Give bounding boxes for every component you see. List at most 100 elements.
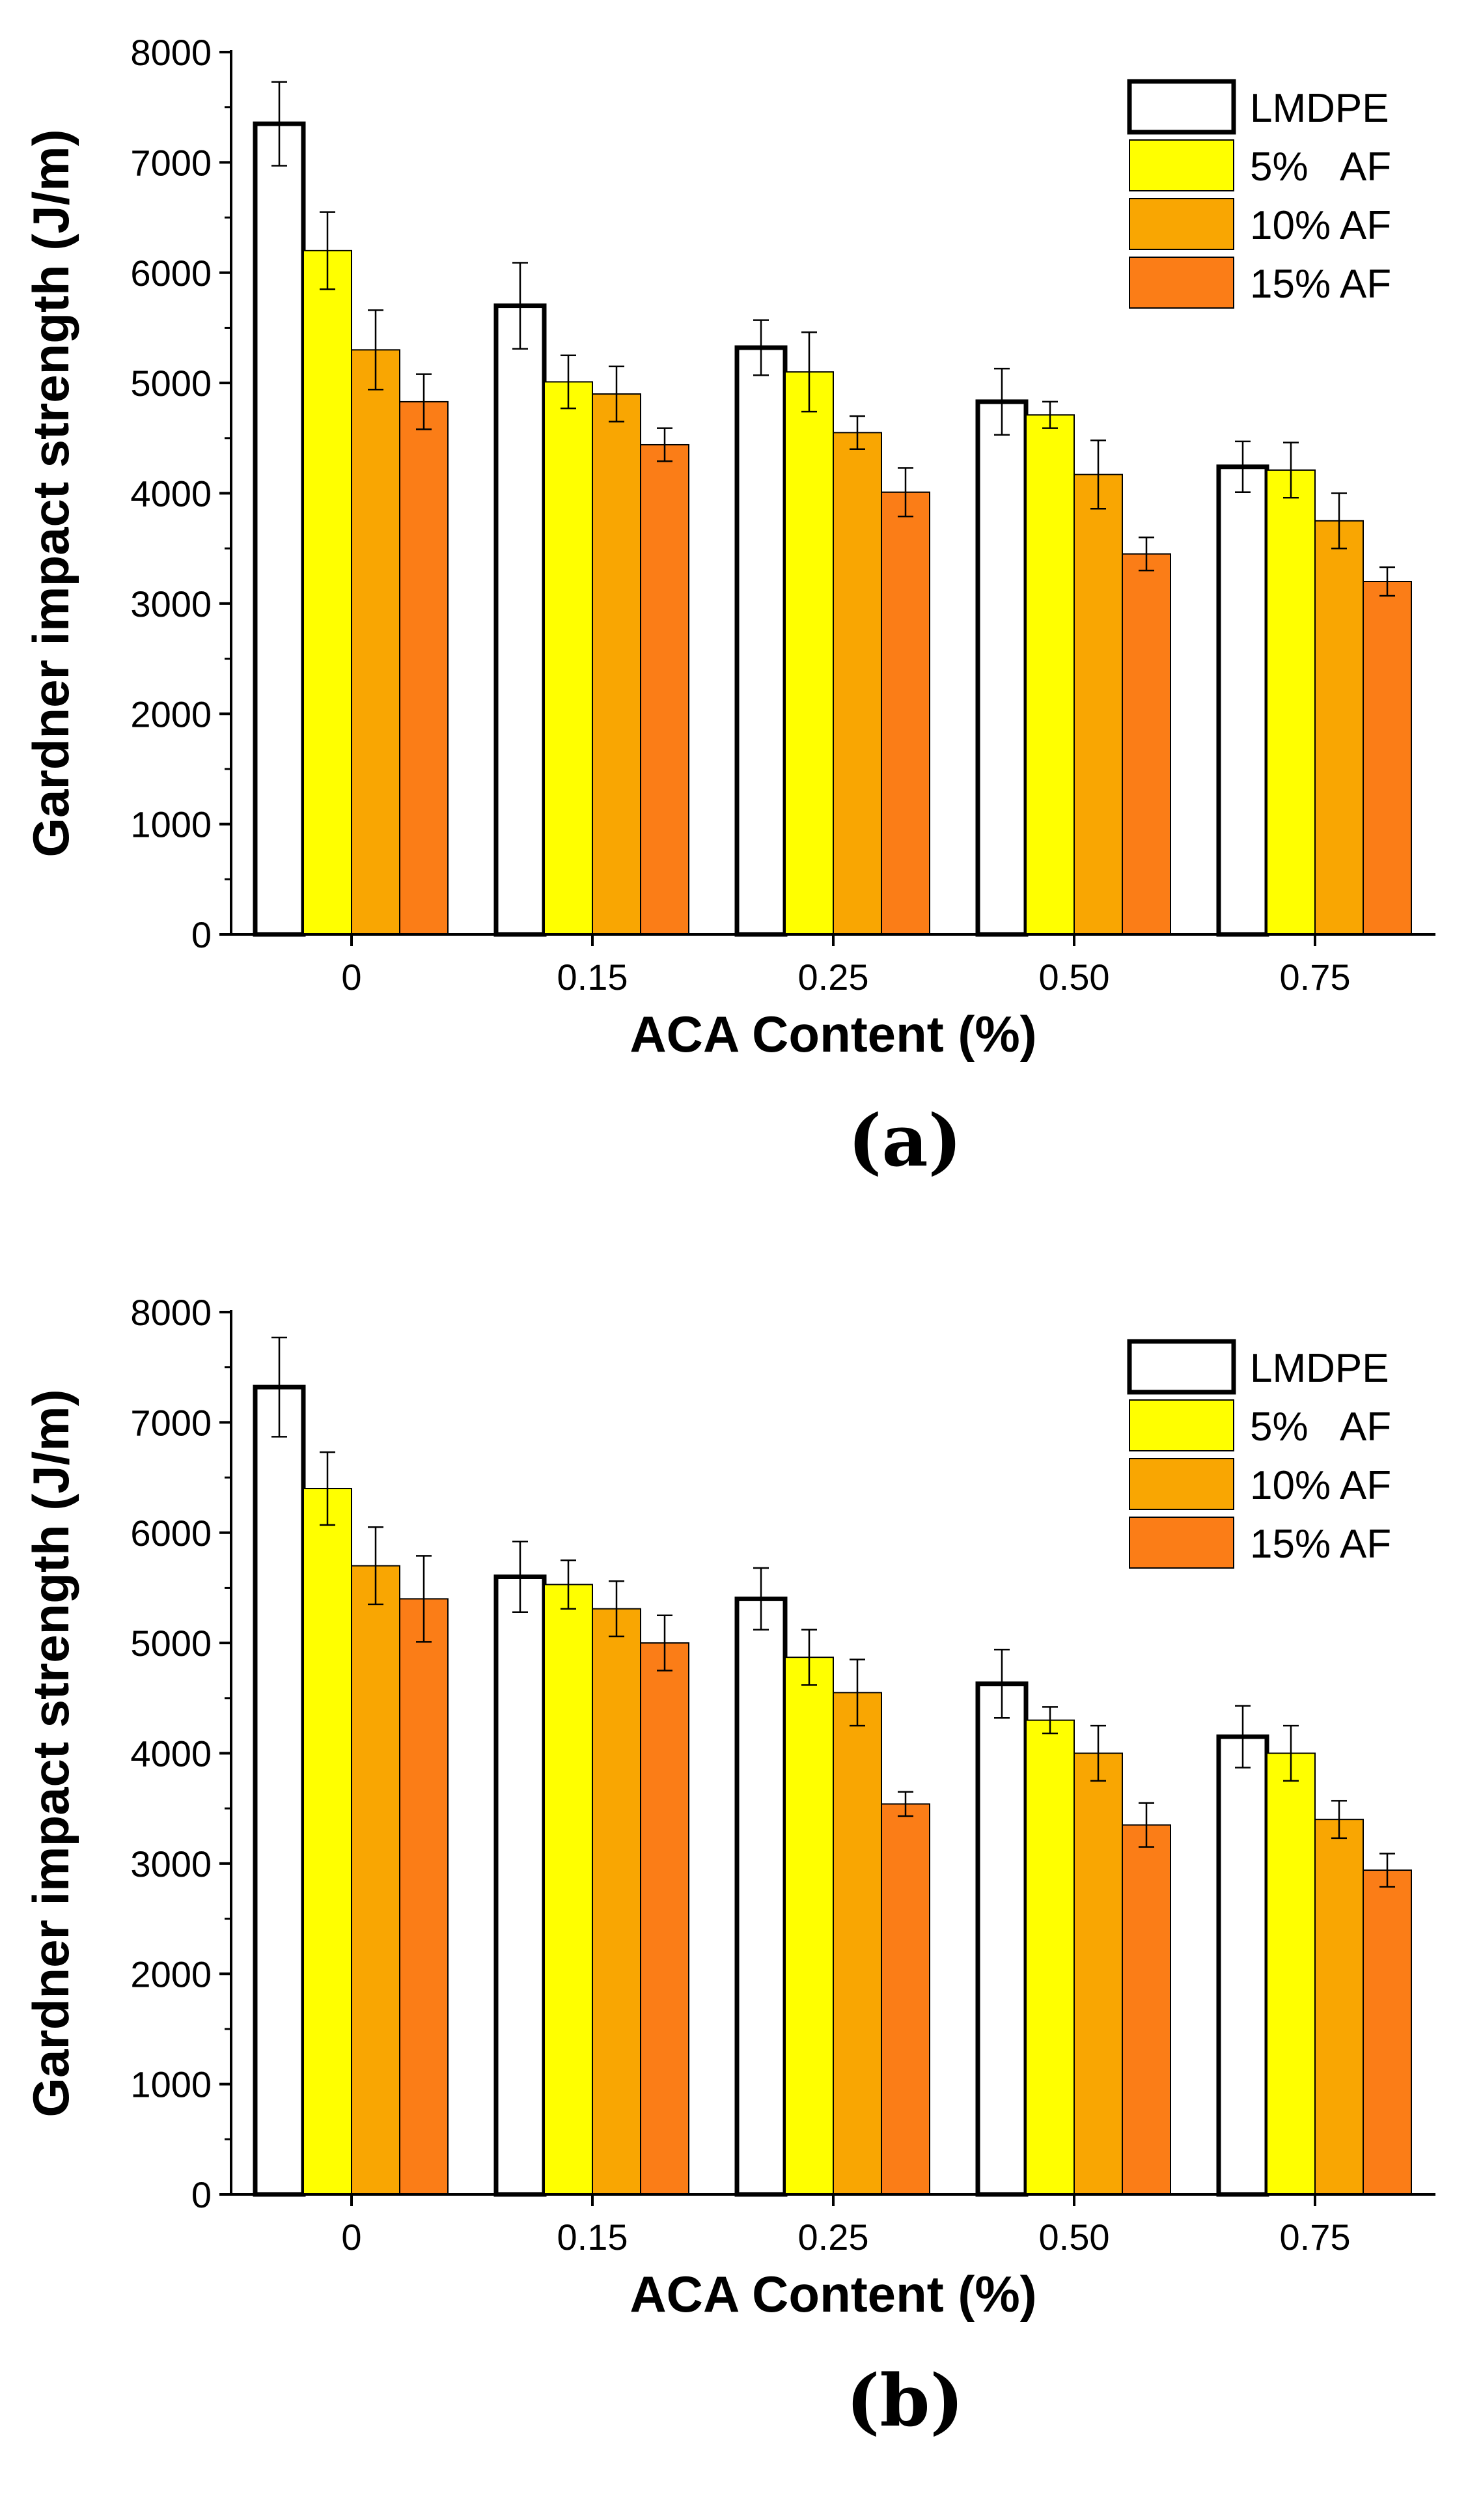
chart-b-error-bar-15-af-0-75 bbox=[1379, 1853, 1395, 1888]
chart-a-bar-10-af-0-15 bbox=[592, 393, 641, 935]
chart-b-error-bar-lmdpe-0-15 bbox=[512, 1541, 528, 1613]
chart-a-error-bar-5-af-0-25 bbox=[801, 331, 817, 413]
chart-panel-b: 0 1000 2000 3000 4000 5000 6000 7000 8000 0 0.15 0.… bbox=[0, 1260, 1468, 2520]
chart-a-error-bar-15-af-0-75 bbox=[1379, 566, 1395, 597]
chart-b-legend-swatch-10-af bbox=[1129, 1458, 1234, 1510]
chart-a-legend-label-15-af: 15% AF bbox=[1250, 262, 1391, 307]
bar-chart-a: 0 1000 2000 3000 4000 5000 6000 7000 8000 0 0.15 0.… bbox=[22, 32, 1435, 1183]
chart-b-error-bar-10-af-0 bbox=[368, 1526, 383, 1606]
chart-a-y-tick-label-7000: 7000 bbox=[130, 142, 212, 183]
chart-a-bar-10-af-0 bbox=[351, 349, 400, 935]
chart-a-x-tick-label-0-50: 0.50 bbox=[1039, 957, 1110, 998]
chart-panel-a: 0 1000 2000 3000 4000 5000 6000 7000 8000 0 0.15 0.… bbox=[22, 32, 1435, 1183]
chart-a-bar-10-af-0-75 bbox=[1314, 520, 1364, 935]
chart-b-x-tick-label-0-25: 0.25 bbox=[798, 2217, 869, 2258]
chart-b-bar-15-af-0-75 bbox=[1363, 1869, 1412, 2195]
chart-a-bar-10-af-0-25 bbox=[833, 432, 882, 935]
chart-b-y-tick-label-1000: 1000 bbox=[130, 2064, 212, 2105]
chart-a-error-bar-lmdpe-0 bbox=[271, 81, 287, 167]
chart-b-y-tick-label-6000: 6000 bbox=[130, 1513, 212, 1554]
chart-b-bar-lmdpe-0-25 bbox=[734, 1596, 788, 2197]
chart-a-y-tick-label-5000: 5000 bbox=[130, 363, 212, 404]
chart-a-legend-label-lmdpe: LMDPE bbox=[1250, 86, 1389, 131]
chart-a-y-tick-label-0: 0 bbox=[191, 914, 212, 955]
chart-a-y-tick-label-3000: 3000 bbox=[130, 583, 212, 624]
chart-b-bar-10-af-0-50 bbox=[1073, 1752, 1123, 2195]
chart-a-bar-lmdpe-0-25 bbox=[734, 345, 788, 937]
chart-a-panel-label: (a) bbox=[848, 1099, 962, 1183]
chart-b-bar-lmdpe-0 bbox=[253, 1384, 306, 2197]
chart-b-error-bar-15-af-0 bbox=[416, 1555, 432, 1643]
chart-b-error-bar-lmdpe-0-75 bbox=[1235, 1705, 1251, 1769]
chart-b-bar-5-af-0-25 bbox=[784, 1657, 834, 2195]
chart-a-x-tick-label-0: 0 bbox=[341, 957, 361, 998]
chart-a-x-tick-label-0-15: 0.15 bbox=[557, 957, 628, 998]
chart-b-error-bar-10-af-0-25 bbox=[850, 1659, 865, 1727]
chart-a-bar-5-af-0-50 bbox=[1025, 414, 1075, 935]
chart-a-error-bar-15-af-0-15 bbox=[657, 427, 672, 462]
chart-b-bar-10-af-0 bbox=[351, 1565, 400, 2195]
chart-b-bar-10-af-0-15 bbox=[592, 1608, 641, 2195]
chart-b-error-bar-5-af-0-50 bbox=[1042, 1706, 1058, 1735]
chart-b-y-tick-label-4000: 4000 bbox=[130, 1733, 212, 1774]
chart-a-legend-label-10-af: 10% AF bbox=[1250, 203, 1391, 248]
chart-b-error-bar-lmdpe-0 bbox=[271, 1336, 287, 1438]
chart-a-bar-15-af-0 bbox=[399, 400, 449, 935]
chart-b-bar-5-af-0-15 bbox=[544, 1584, 593, 2195]
chart-a-bar-5-af-0-25 bbox=[784, 371, 834, 935]
chart-a-x-axis-title: ACA Content (%) bbox=[630, 1005, 1036, 1063]
chart-b-bar-5-af-0 bbox=[303, 1488, 352, 2195]
chart-a-error-bar-lmdpe-0-15 bbox=[512, 262, 528, 350]
chart-b-bar-lmdpe-0-75 bbox=[1216, 1734, 1269, 2197]
chart-a-error-bar-lmdpe-0-50 bbox=[994, 367, 1010, 436]
chart-b-y-tick-label-5000: 5000 bbox=[130, 1623, 212, 1664]
chart-b-error-bar-15-af-0-50 bbox=[1139, 1802, 1154, 1848]
chart-b-legend-swatch-lmdpe bbox=[1127, 1339, 1236, 1395]
chart-a-bar-15-af-0-50 bbox=[1122, 553, 1171, 935]
chart-b-x-axis-title: ACA Content (%) bbox=[630, 2265, 1036, 2323]
chart-b-error-bar-5-af-0 bbox=[320, 1451, 335, 1526]
chart-b-y-axis-title: Gardner impact strength (J/m) bbox=[22, 1389, 79, 2117]
chart-b-error-bar-10-af-0-50 bbox=[1090, 1724, 1106, 1782]
chart-a-error-bar-5-af-0-50 bbox=[1042, 400, 1058, 429]
chart-a-bar-lmdpe-0-15 bbox=[493, 303, 547, 937]
chart-a-error-bar-10-af-0-50 bbox=[1090, 439, 1106, 510]
chart-b-legend-label-5-af: 5% AF bbox=[1250, 1405, 1391, 1449]
chart-b-error-bar-15-af-0-25 bbox=[898, 1791, 913, 1817]
chart-b-error-bar-lmdpe-0-25 bbox=[753, 1567, 769, 1631]
chart-a-y-axis-title: Gardner impact strength (J/m) bbox=[22, 129, 79, 857]
chart-b-legend-swatch-5-af bbox=[1129, 1399, 1234, 1451]
bar-chart-b: 0 1000 2000 3000 4000 5000 6000 7000 8000 0 0.15 0.… bbox=[22, 1292, 1435, 2443]
chart-b-y-tick-label-0: 0 bbox=[191, 2174, 212, 2215]
chart-a-bar-5-af-0 bbox=[303, 249, 352, 935]
chart-a-error-bar-15-af-0 bbox=[416, 373, 432, 430]
chart-b-error-bar-10-af-0-75 bbox=[1331, 1800, 1347, 1840]
chart-a-bar-15-af-0-75 bbox=[1363, 581, 1412, 935]
chart-a-y-tick-label-1000: 1000 bbox=[130, 804, 212, 845]
chart-b-bar-5-af-0-75 bbox=[1266, 1752, 1316, 2195]
chart-a-error-bar-15-af-0-50 bbox=[1139, 537, 1154, 572]
chart-a-error-bar-15-af-0-25 bbox=[898, 467, 913, 518]
chart-a-bar-lmdpe-0-50 bbox=[975, 399, 1029, 937]
chart-a-bar-15-af-0-25 bbox=[881, 491, 930, 935]
chart-a-bar-5-af-0-15 bbox=[544, 381, 593, 935]
chart-b-x-tick-label-0-75: 0.75 bbox=[1280, 2217, 1351, 2258]
chart-a-y-tick-label-4000: 4000 bbox=[130, 473, 212, 514]
chart-a-y-tick-label-8000: 8000 bbox=[130, 32, 212, 73]
chart-a-error-bar-5-af-0 bbox=[320, 211, 335, 290]
chart-a-bar-lmdpe-0-75 bbox=[1216, 464, 1269, 937]
chart-b-legend-label-10-af: 10% AF bbox=[1250, 1463, 1391, 1508]
chart-b-y-tick-label-7000: 7000 bbox=[130, 1402, 212, 1443]
chart-b-bar-15-af-0-50 bbox=[1122, 1824, 1171, 2195]
chart-b-legend-swatch-15-af bbox=[1129, 1517, 1234, 1569]
chart-b-bar-10-af-0-25 bbox=[833, 1692, 882, 2195]
chart-a-y-tick-label-6000: 6000 bbox=[130, 253, 212, 294]
chart-a-error-bar-5-af-0-75 bbox=[1283, 441, 1299, 499]
chart-b-x-tick-label-0: 0 bbox=[341, 2217, 361, 2258]
chart-a-legend-swatch-10-af bbox=[1129, 198, 1234, 250]
chart-a-error-bar-10-af-0-15 bbox=[609, 365, 624, 423]
chart-b-y-tick-label-3000: 3000 bbox=[130, 1843, 212, 1884]
chart-a-legend-swatch-5-af bbox=[1129, 139, 1234, 191]
chart-a-bar-15-af-0-15 bbox=[640, 443, 689, 935]
chart-a-x-tick-label-0-75: 0.75 bbox=[1280, 957, 1351, 998]
